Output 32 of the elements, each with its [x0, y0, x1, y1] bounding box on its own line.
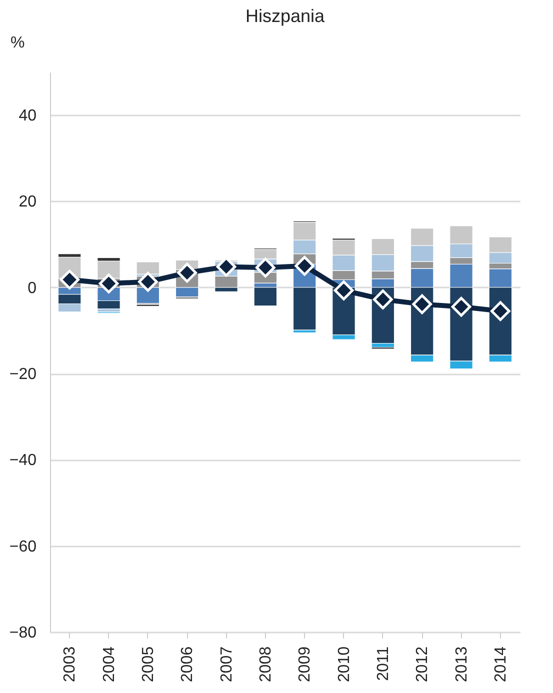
y-tick-label: −20 [9, 366, 37, 384]
y-tick-label: 20 [18, 194, 37, 211]
x-tick-label: 2014 [492, 646, 510, 682]
y-tick-label: −80 [9, 624, 37, 642]
point [412, 294, 432, 314]
point [177, 262, 197, 283]
chart-title: Hiszpania [245, 6, 326, 26]
point [451, 296, 472, 317]
x-tick-label: 2008 [257, 646, 274, 682]
x-tick-label: 2009 [296, 646, 314, 682]
x-tick-label: 2010 [336, 646, 353, 682]
x-tick-label: 2007 [218, 646, 236, 682]
x-tick-label: 2012 [414, 646, 432, 682]
x-tick-label: 2003 [62, 646, 79, 682]
x-tick-label: 2006 [179, 646, 196, 682]
y-tick-label: 40 [18, 108, 37, 125]
point [334, 280, 354, 300]
point [294, 256, 314, 276]
y-axis-title: % [10, 34, 25, 52]
y-tick-label: 0 [28, 280, 37, 297]
x-tick-label: 2005 [140, 646, 157, 682]
x-tick-label: 2004 [100, 646, 118, 682]
y-tick-label: −60 [9, 538, 37, 556]
point [98, 274, 119, 294]
point [138, 272, 158, 292]
point [373, 290, 393, 310]
bar [254, 287, 278, 306]
x-tick-label: 2013 [453, 646, 470, 682]
point [256, 258, 276, 278]
y-tick-label: −40 [9, 452, 37, 470]
point [60, 270, 80, 290]
x-tick-label: 2011 [374, 646, 392, 681]
